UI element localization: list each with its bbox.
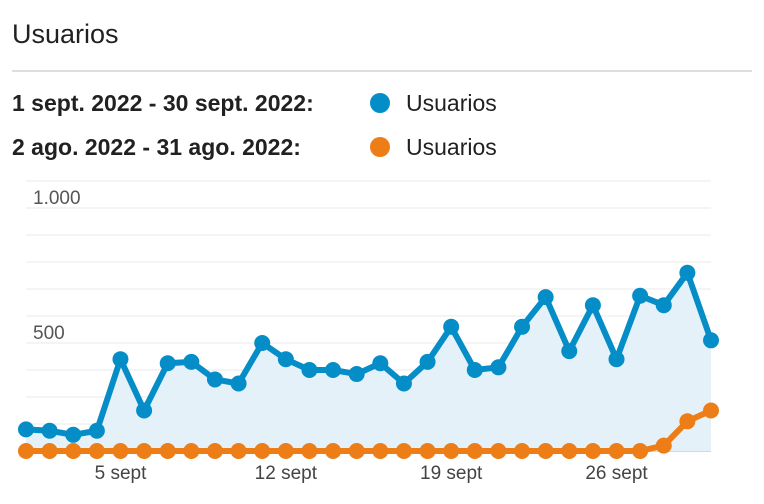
- series-2-point: [112, 443, 129, 459]
- series-2-point: [301, 443, 318, 459]
- series-1-point: [159, 355, 176, 372]
- series-2-point: [584, 443, 601, 459]
- y-tick-label: 500: [33, 323, 65, 344]
- series-1-point: [88, 422, 105, 439]
- x-tick-label: 12 sept: [255, 463, 318, 484]
- series-2-point: [88, 443, 105, 459]
- series-1-point: [679, 264, 696, 281]
- series-1-point: [632, 287, 649, 304]
- series-1-point: [537, 289, 554, 306]
- series-1-point: [584, 297, 601, 314]
- series-2-point: [443, 443, 460, 459]
- y-tick-label: 1.000: [33, 188, 81, 209]
- series-2-point: [65, 443, 82, 459]
- series-1-point: [230, 375, 247, 392]
- series-2-point: [348, 443, 365, 459]
- series-1-point: [325, 362, 342, 378]
- legend-range-previous: 2 ago. 2022 - 31 ago. 2022:: [12, 133, 301, 160]
- series-1-point: [348, 366, 365, 383]
- series-1-point: [65, 426, 82, 443]
- series-2-point: [655, 437, 672, 454]
- series-2-point: [159, 443, 176, 459]
- series-1-point: [608, 351, 625, 368]
- x-tick-label: 5 sept: [95, 463, 147, 484]
- series-2-point: [466, 443, 483, 459]
- series-2-point: [41, 443, 58, 459]
- series-2-point: [632, 443, 649, 459]
- series-2-point: [325, 443, 342, 459]
- series-area-1: [26, 272, 711, 451]
- series-1-point: [183, 353, 200, 370]
- series-1-point: [136, 402, 153, 419]
- series-1-point: [372, 355, 389, 372]
- series-1-point: [206, 371, 223, 388]
- series-2-point: [206, 443, 223, 459]
- series-2-point: [419, 443, 436, 459]
- series-2-point: [136, 443, 153, 459]
- series-1-point: [514, 318, 531, 335]
- legend-previous-period: 2 ago. 2022 - 31 ago. 2022: Usuarios: [12, 132, 497, 162]
- legend-series-current: Usuarios: [406, 89, 497, 116]
- series-2-point: [183, 443, 200, 459]
- series-1-point: [112, 351, 129, 368]
- series-1-point: [490, 359, 507, 376]
- series-2-point: [561, 443, 578, 459]
- series-2-point: [537, 443, 554, 459]
- series-2-point: [254, 443, 271, 459]
- series-2-point: [490, 443, 507, 459]
- x-tick-label: 26 sept: [585, 463, 648, 484]
- series-2-point: [18, 443, 34, 459]
- series-1-point: [466, 362, 483, 378]
- card-title: Usuarios: [12, 19, 119, 49]
- series-2-point: [277, 443, 294, 459]
- series-2-point: [372, 443, 389, 459]
- series-1-point: [395, 375, 412, 392]
- legend-dot-current: [370, 93, 390, 113]
- x-tick-label: 19 sept: [420, 463, 483, 484]
- title-divider: [12, 70, 752, 72]
- series-2-point: [679, 413, 696, 430]
- series-2-point: [514, 443, 531, 459]
- series-1-point: [419, 353, 436, 370]
- series-1-point: [277, 351, 294, 368]
- series-1-point: [443, 318, 460, 335]
- legend-range-current: 1 sept. 2022 - 30 sept. 2022:: [12, 89, 314, 116]
- series-1-point: [561, 343, 578, 360]
- series-line-1: [23, 269, 714, 438]
- series-1-point: [655, 297, 672, 314]
- legend-series-previous: Usuarios: [406, 133, 497, 160]
- series-1-point: [18, 421, 34, 438]
- series-1-point: [301, 362, 318, 378]
- legend-current-period: 1 sept. 2022 - 30 sept. 2022: Usuarios: [12, 88, 497, 118]
- series-2-point: [230, 443, 247, 459]
- legend-dot-previous: [370, 137, 390, 157]
- series-2-point: [608, 443, 625, 459]
- series-2-point: [395, 443, 412, 459]
- series-1-point: [41, 422, 58, 439]
- series-1-point: [254, 335, 271, 351]
- series-1-point: [703, 332, 719, 349]
- series-2-point: [703, 402, 719, 419]
